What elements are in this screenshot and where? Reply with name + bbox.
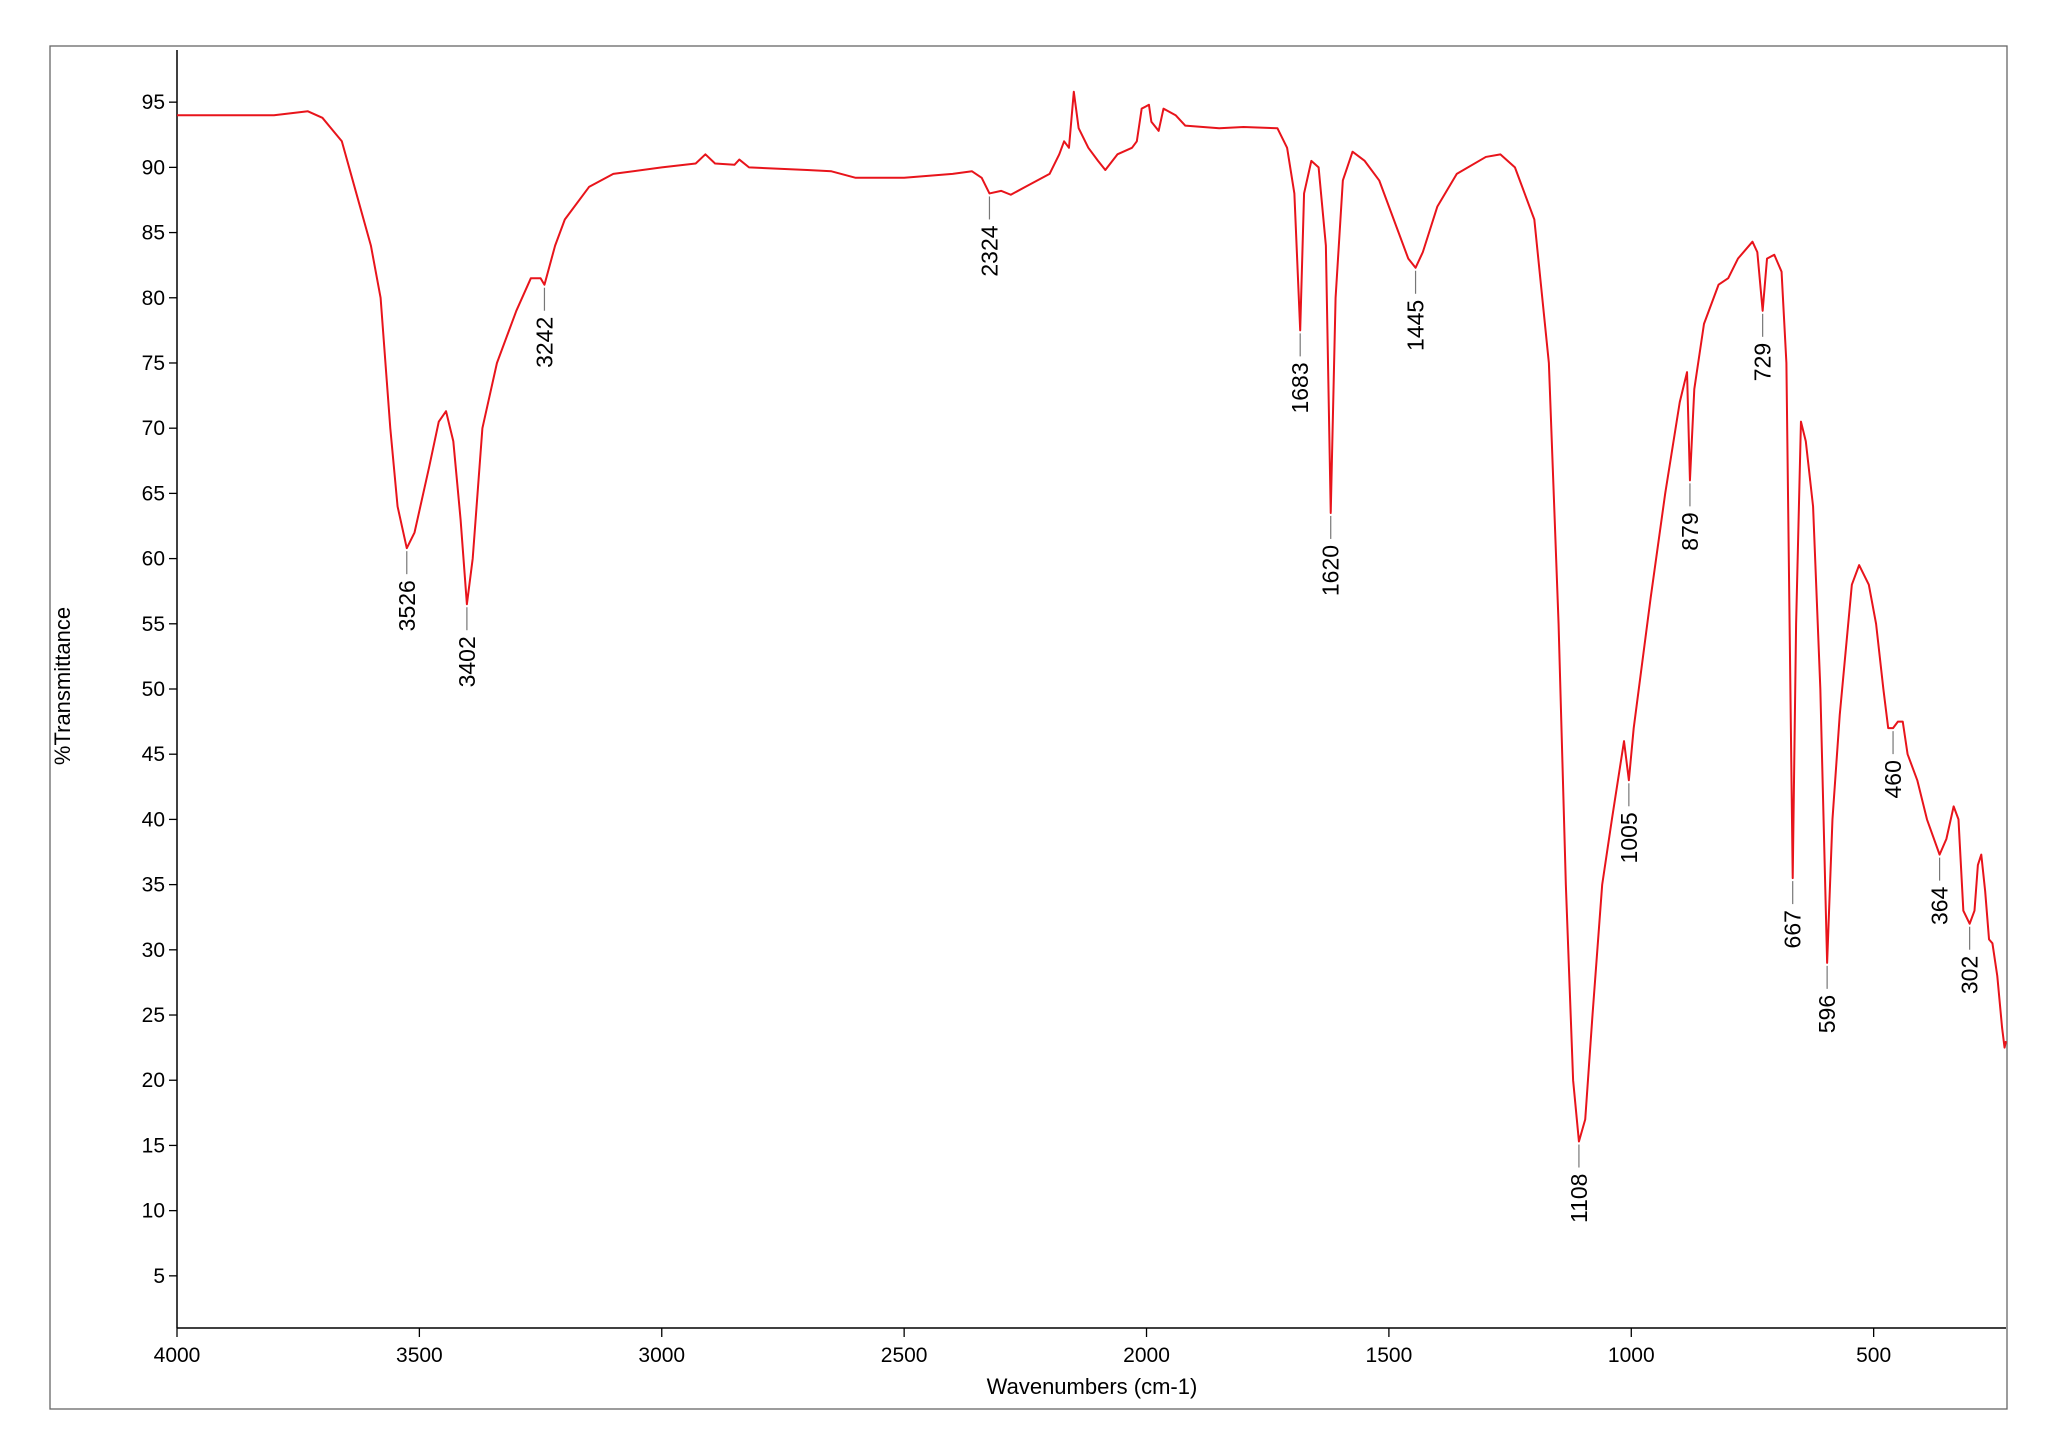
x-tick-label: 1000 <box>1608 1344 1655 1367</box>
y-tick-label: 70 <box>142 417 165 440</box>
peak-label: 3402 <box>454 636 480 687</box>
x-tick-label: 2500 <box>881 1344 928 1367</box>
peak-label: 879 <box>1677 512 1703 550</box>
y-tick-label: 90 <box>142 156 165 179</box>
peak-label: 1445 <box>1403 300 1429 351</box>
y-tick-label: 5 <box>153 1265 165 1288</box>
peak-label: 596 <box>1814 995 1840 1033</box>
y-tick-label: 75 <box>142 352 165 375</box>
x-tick-label: 3500 <box>396 1344 443 1367</box>
y-tick-label: 15 <box>142 1134 165 1157</box>
y-tick-label: 10 <box>142 1200 165 1223</box>
spectrum-line <box>177 90 2007 1143</box>
peak-label: 1683 <box>1287 362 1313 413</box>
frame <box>49 45 2008 1410</box>
y-tick-label: 95 <box>142 91 165 114</box>
y-tick-label: 40 <box>142 808 165 831</box>
y-tick-label: 85 <box>142 222 165 245</box>
y-tick-label: 45 <box>142 743 165 766</box>
x-tick-label: 500 <box>1856 1344 1891 1367</box>
y-tick-label: 50 <box>142 678 165 701</box>
x-axis-title: Wavenumbers (cm-1) <box>987 1374 1198 1399</box>
peak-label: 667 <box>1780 910 1806 948</box>
peak-label: 1005 <box>1616 812 1642 863</box>
x-tick-label: 2000 <box>1123 1344 1170 1367</box>
y-tick-label: 20 <box>142 1069 165 1092</box>
peak-label: 3526 <box>394 580 420 631</box>
x-tick-label: 1500 <box>1366 1344 1413 1367</box>
x-tick-label: 4000 <box>154 1344 201 1367</box>
peak-label: 302 <box>1957 956 1983 994</box>
y-tick-label: 80 <box>142 287 165 310</box>
peak-label: 460 <box>1880 760 1906 798</box>
peak-label: 2324 <box>976 225 1002 276</box>
x-tick-label: 3000 <box>638 1344 685 1367</box>
y-tick-label: 65 <box>142 482 165 505</box>
peak-label: 1108 <box>1566 1174 1592 1223</box>
y-tick-label: 25 <box>142 1004 165 1027</box>
peak-label: 3242 <box>531 317 557 368</box>
y-axis-title: %Transmittance <box>50 607 75 765</box>
y-tick-label: 60 <box>142 548 165 571</box>
peak-label: 364 <box>1927 886 1953 925</box>
y-tick-label: 35 <box>142 874 165 897</box>
peak-label: 729 <box>1750 343 1776 381</box>
peak-label: 1620 <box>1318 545 1344 596</box>
y-tick-label: 55 <box>142 613 165 636</box>
y-tick-label: 30 <box>142 939 165 962</box>
